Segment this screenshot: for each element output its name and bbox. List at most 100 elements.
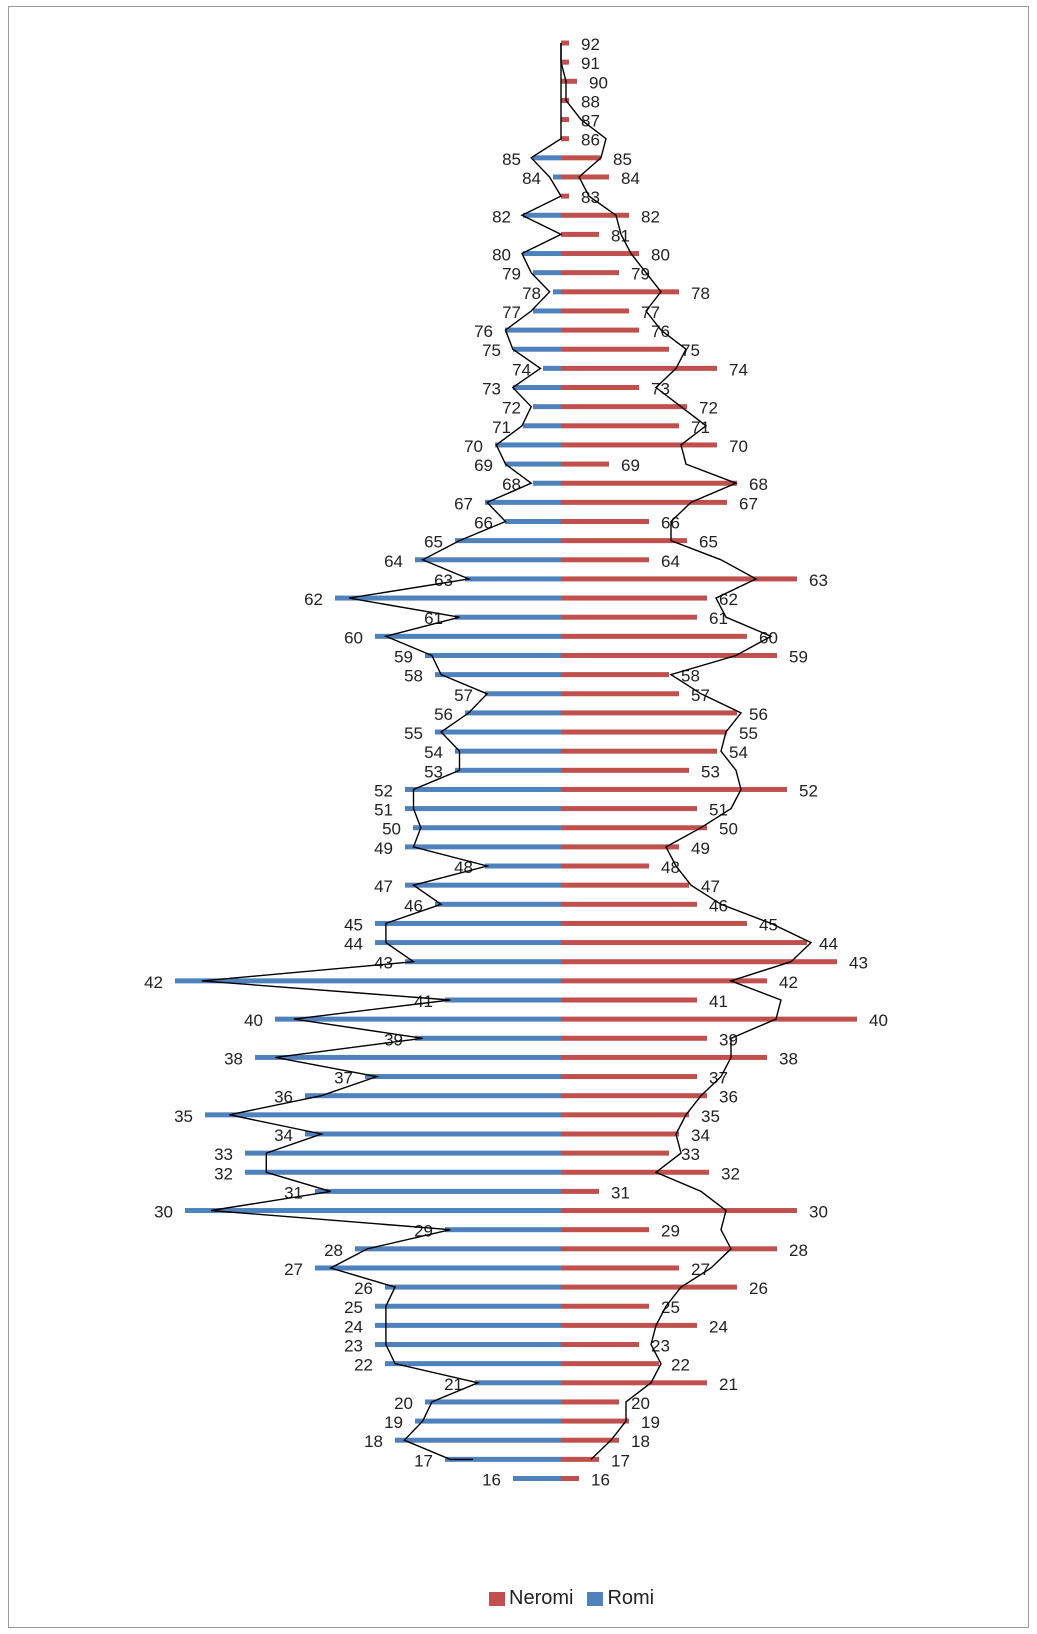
neromi-bar-23	[561, 1342, 639, 1348]
romi-bar-59	[425, 652, 561, 658]
neromi-bar-39	[561, 1035, 707, 1041]
romi-label-46: 46	[404, 896, 423, 915]
romi-bar-60	[375, 633, 561, 639]
neromi-label-87: 87	[581, 112, 600, 131]
romi-label-21: 21	[444, 1375, 463, 1394]
romi-label-49: 49	[374, 839, 393, 858]
romi-label-57: 57	[454, 686, 473, 705]
neromi-label-47: 47	[701, 877, 720, 896]
neromi-label-92: 92	[581, 35, 600, 54]
romi-bar-46	[435, 901, 561, 907]
neromi-label-56: 56	[749, 705, 768, 724]
neromi-label-54: 54	[729, 743, 748, 762]
neromi-bar-52	[561, 786, 787, 792]
romi-bar-56	[465, 710, 561, 716]
neromi-label-70: 70	[729, 437, 748, 456]
romi-bar-54	[455, 748, 561, 754]
neromi-bar-22	[561, 1361, 659, 1367]
neromi-label-80: 80	[651, 246, 670, 265]
neromi-label-38: 38	[779, 1049, 798, 1068]
romi-bar-33	[245, 1150, 561, 1156]
neromi-bar-74	[561, 365, 717, 371]
romi-bar-82	[523, 212, 561, 218]
romi-label-23: 23	[344, 1337, 363, 1356]
neromi-bar-29	[561, 1227, 649, 1233]
romi-label-40: 40	[244, 1011, 263, 1030]
romi-label-82: 82	[492, 207, 511, 226]
romi-bar-47	[405, 882, 561, 888]
neromi-bar-90	[561, 78, 577, 84]
romi-label-65: 65	[424, 533, 443, 552]
neromi-label-78: 78	[691, 284, 710, 303]
neromi-bar-46	[561, 901, 697, 907]
neromi-label-20: 20	[631, 1394, 650, 1413]
legend-swatch-neromi	[489, 1591, 505, 1606]
romi-label-35: 35	[174, 1107, 193, 1126]
neromi-label-53: 53	[701, 762, 720, 781]
romi-label-38: 38	[224, 1049, 243, 1068]
neromi-label-68: 68	[749, 475, 768, 494]
neromi-label-27: 27	[691, 1260, 710, 1279]
neromi-label-19: 19	[641, 1413, 660, 1432]
romi-bar-79	[533, 270, 561, 276]
neromi-label-67: 67	[739, 494, 758, 513]
neromi-bar-16	[561, 1476, 579, 1481]
neromi-bar-19	[561, 1418, 629, 1424]
romi-bar-70	[495, 442, 561, 448]
legend-item-neromi: Neromi	[489, 1587, 573, 1610]
neromi-label-30: 30	[809, 1203, 828, 1222]
romi-bar-29	[445, 1227, 561, 1233]
neromi-label-25: 25	[661, 1298, 680, 1317]
line-overlay-group	[201, 43, 813, 1461]
romi-label-56: 56	[434, 705, 453, 724]
neromi-label-90: 90	[589, 73, 608, 92]
neromi-bar-77	[561, 308, 629, 314]
neromi-bar-53	[561, 767, 689, 773]
romi-bar-44	[375, 940, 561, 946]
romi-bar-72	[533, 404, 561, 410]
neromi-bar-24	[561, 1322, 697, 1328]
romi-label-48: 48	[454, 858, 473, 877]
neromi-bar-80	[561, 251, 639, 257]
legend-swatch-romi	[587, 1591, 604, 1606]
romi-bar-73	[513, 385, 561, 391]
romi-bar-67	[485, 499, 561, 505]
neromi-bar-85	[561, 155, 601, 161]
romi-label-43: 43	[374, 954, 393, 973]
neromi-bar-76	[561, 327, 639, 333]
neromi-bar-35	[561, 1112, 689, 1118]
romi-label-76: 76	[474, 322, 493, 341]
romi-label-37: 37	[334, 1069, 353, 1088]
neromi-bar-49	[561, 844, 679, 850]
romi-label-85: 85	[502, 150, 521, 169]
neromi-label-29: 29	[661, 1222, 680, 1241]
neromi-label-40: 40	[869, 1011, 888, 1030]
romi-bar-85	[533, 155, 561, 161]
neromi-bar-48	[561, 863, 649, 869]
legend: Neromi Romi	[489, 1587, 668, 1610]
neromi-bar-91	[561, 59, 569, 65]
neromi-bar-61	[561, 614, 697, 620]
neromi-bar-70	[561, 442, 717, 448]
neromi-bar-68	[561, 480, 737, 486]
neromi-label-52: 52	[799, 781, 818, 800]
romi-bar-41	[445, 997, 561, 1003]
romi-label-62: 62	[304, 590, 323, 609]
romi-bar-76	[505, 327, 561, 333]
neromi-bar-56	[561, 710, 737, 716]
romi-bar-71	[523, 423, 561, 429]
romi-label-69: 69	[474, 456, 493, 475]
romi-label-50: 50	[382, 820, 401, 839]
romi-bar-37	[365, 1074, 561, 1080]
romi-bar-34	[305, 1131, 561, 1137]
romi-bar-58	[435, 672, 561, 678]
romi-bar-43	[405, 959, 561, 965]
neromi-label-86: 86	[581, 131, 600, 150]
romi-label-79: 79	[502, 265, 521, 284]
romi-label-80: 80	[492, 246, 511, 265]
romi-bar-62	[335, 595, 561, 601]
romi-bar-49	[405, 844, 561, 850]
romi-bar-61	[455, 614, 561, 620]
romi-label-34: 34	[274, 1126, 293, 1145]
